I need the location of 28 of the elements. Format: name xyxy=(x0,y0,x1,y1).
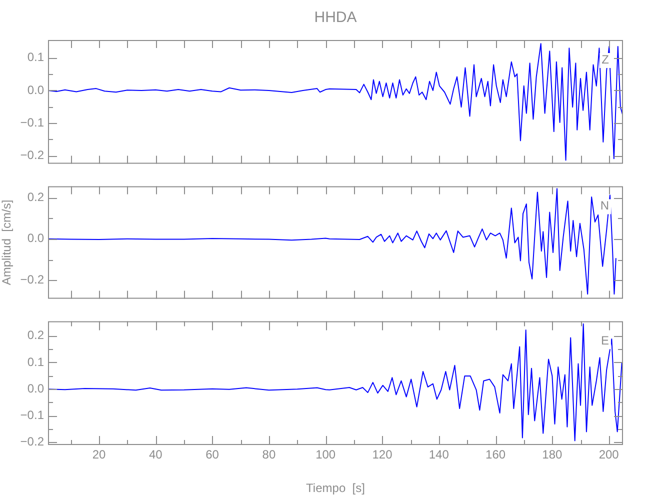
x-axis-title: Tiempo [s] xyxy=(306,481,365,496)
y-tick-label: 0.1 xyxy=(27,50,44,64)
x-tick-label: 100 xyxy=(316,448,336,462)
y-tick-label: 0.0 xyxy=(27,82,44,97)
x-tick-label: 60 xyxy=(206,448,220,462)
y-tick-label: −0.2 xyxy=(20,434,44,449)
x-tick-label: 80 xyxy=(262,448,276,462)
x-tick-label: 120 xyxy=(372,448,393,462)
y-tick-label: −0.1 xyxy=(20,408,44,422)
y-tick-label: −0.2 xyxy=(20,272,44,287)
y-tick-label: 0.0 xyxy=(27,381,44,396)
x-tick-label: 180 xyxy=(542,448,563,462)
annotation: N xyxy=(600,198,609,213)
y-tick-label: 0.2 xyxy=(27,190,44,204)
x-tick-label: 40 xyxy=(148,448,163,462)
x-tick-label: 140 xyxy=(428,448,450,462)
y-tick-label: −0.2 xyxy=(20,148,44,162)
annotation: Z xyxy=(602,52,609,66)
chart-title: HHDA xyxy=(314,9,357,26)
x-tick-label: 160 xyxy=(486,448,506,462)
annotation: E xyxy=(600,334,609,348)
x-tick-label: 20 xyxy=(92,448,106,462)
y-tick-label: 0.1 xyxy=(27,354,44,369)
y-tick-label: 0.0 xyxy=(27,231,44,246)
x-tick-label: 200 xyxy=(598,448,620,462)
y-tick-label: −0.1 xyxy=(20,115,44,130)
y-axis-title: Amplitud [cm/s] xyxy=(0,200,14,286)
y-tick-label: 0.2 xyxy=(27,328,44,342)
